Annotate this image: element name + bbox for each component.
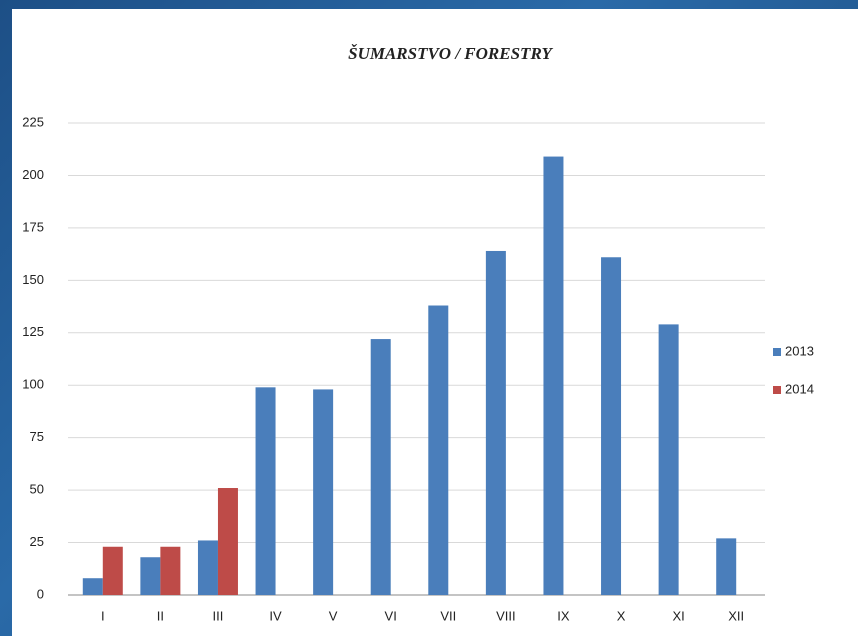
- x-tick-label: V: [329, 608, 338, 623]
- bar: [659, 324, 679, 595]
- chart-title: ŠUMARSTVO / FORESTRY: [348, 44, 553, 63]
- y-tick-label: 0: [37, 586, 44, 601]
- legend-swatch: [773, 386, 781, 394]
- y-tick-label: 150: [22, 272, 44, 287]
- x-tick-label: XII: [728, 608, 744, 623]
- x-tick-label: XI: [672, 608, 684, 623]
- bar: [486, 251, 506, 595]
- bar: [716, 538, 736, 595]
- y-tick-label: 125: [22, 324, 44, 339]
- x-tick-label: IV: [269, 608, 282, 623]
- bar: [428, 306, 448, 595]
- x-tick-label: VI: [385, 608, 397, 623]
- bar: [140, 557, 160, 595]
- y-tick-label: 50: [30, 482, 44, 497]
- legend-swatch: [773, 348, 781, 356]
- x-tick-label: I: [101, 608, 105, 623]
- y-tick-label: 100: [22, 377, 44, 392]
- bar: [371, 339, 391, 595]
- y-tick-label: 175: [22, 219, 44, 234]
- x-tick-label: VII: [440, 608, 456, 623]
- y-tick-label: 225: [22, 114, 44, 129]
- x-tick-label: II: [157, 608, 164, 623]
- bar: [198, 540, 218, 595]
- x-tick-label: IX: [557, 608, 570, 623]
- bar: [601, 257, 621, 595]
- page: ŠUMARSTVO / FORESTRY 0 25 50 75 100 125 150 175…: [0, 0, 858, 636]
- legend-label: 2014: [785, 381, 814, 396]
- y-tick-label: 200: [22, 167, 44, 182]
- bar: [83, 578, 103, 595]
- x-tick-label: III: [213, 608, 224, 623]
- y-tick-label: 75: [30, 429, 44, 444]
- x-tick-label: VIII: [496, 608, 516, 623]
- bar: [103, 547, 123, 595]
- bar: [256, 387, 276, 595]
- bar: [160, 547, 180, 595]
- x-tick-label: X: [617, 608, 626, 623]
- chart: ŠUMARSTVO / FORESTRY 0 25 50 75 100 125 150 175…: [0, 0, 858, 636]
- bar: [543, 157, 563, 595]
- bar: [313, 389, 333, 595]
- bar: [218, 488, 238, 595]
- legend-label: 2013: [785, 343, 814, 358]
- y-tick-label: 25: [30, 534, 44, 549]
